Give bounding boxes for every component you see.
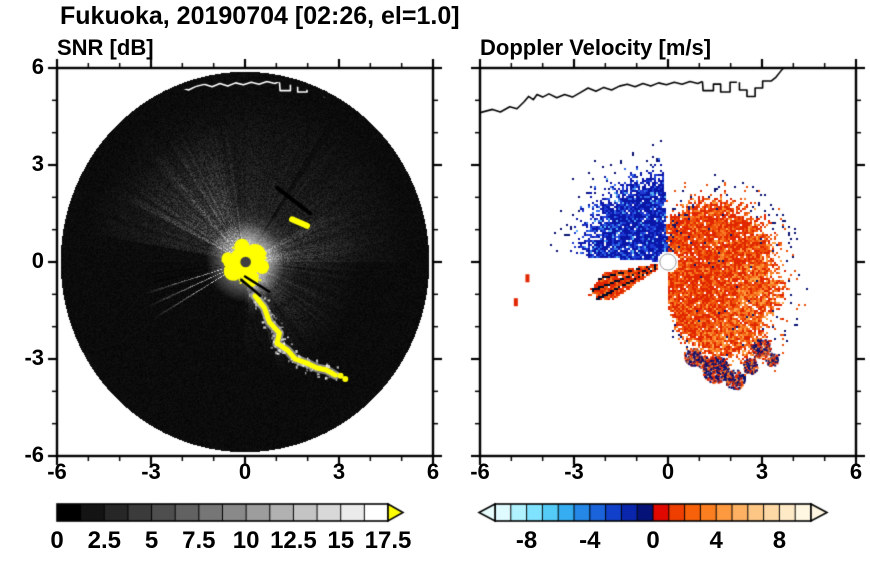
snr-x-tick-label-3: 3: [332, 459, 346, 484]
snr-panel-title: SNR [dB]: [57, 35, 154, 60]
vel-x-tick-label-4: 6: [849, 459, 863, 484]
snr-cbar-label-6: 15: [327, 527, 355, 554]
snr-cbar-label-0: 0: [50, 527, 64, 554]
snr-cbar-label-5: 12.5: [270, 527, 317, 554]
vel-cbar-label-1: -4: [579, 527, 601, 554]
doppler-panel-title: Doppler Velocity [m/s]: [480, 35, 712, 60]
figure-title: Fukuoka, 20190704 [02:26, el=1.0]: [60, 2, 460, 30]
snr-x-tick-label-4: 6: [426, 459, 440, 484]
vel-cbar-label-4: 8: [772, 527, 787, 554]
vel-x-tick-label-3: 3: [755, 459, 769, 484]
snr-y-tick-label-1: -3: [24, 345, 44, 370]
snr-cbar-label-4: 10: [232, 527, 260, 554]
snr-x-tick-label-1: -3: [141, 459, 161, 484]
snr-radar-canvas: [57, 68, 433, 456]
snr-y-tick-label-0: -6: [24, 442, 44, 467]
snr-x-tick-label-0: -6: [47, 459, 67, 484]
snr-y-tick-label-3: 3: [31, 151, 44, 176]
snr-y-tick-label-2: 0: [31, 248, 44, 273]
vel-cbar-label-0: -8: [515, 527, 538, 554]
vel-x-tick-label-2: 0: [661, 459, 675, 484]
vel-x-tick-label-1: -3: [564, 459, 584, 484]
snr-cbar-label-1: 2.5: [87, 527, 121, 554]
vel-cbar-label-2: 0: [646, 527, 660, 554]
snr-cbar-label-3: 7.5: [182, 527, 216, 554]
snr-y-tick-label-4: 6: [31, 54, 44, 79]
doppler-radar-canvas: [480, 68, 856, 456]
snr-x-tick-label-2: 0: [238, 459, 252, 484]
snr-cbar-label-2: 5: [144, 527, 159, 554]
snr-cbar-label-7: 17.5: [364, 527, 412, 554]
vel-x-tick-label-0: -6: [470, 459, 490, 484]
vel-cbar-label-3: 4: [709, 527, 723, 554]
